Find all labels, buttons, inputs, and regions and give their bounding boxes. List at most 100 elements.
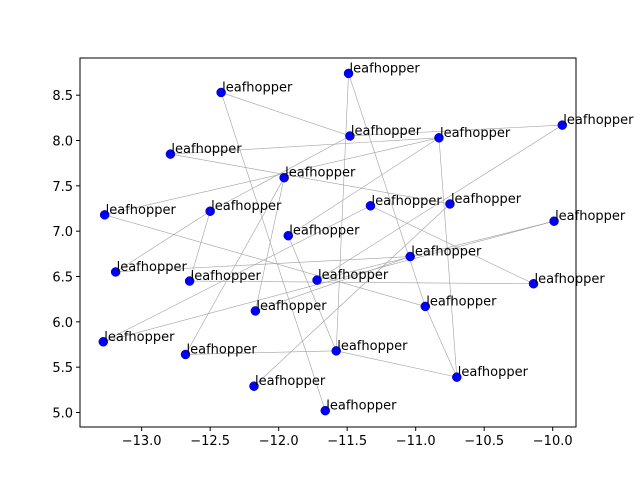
data-point — [557, 120, 568, 130]
data-point — [249, 381, 259, 391]
points-layer — [98, 68, 568, 416]
data-point — [279, 172, 289, 183]
y-tick-label: 7.5 — [52, 180, 73, 195]
point-label: leafhopper — [451, 192, 522, 207]
data-point — [331, 346, 341, 356]
point-label: leafhopper — [426, 294, 497, 309]
edge-line — [185, 350, 337, 355]
point-label: leafhopper — [535, 272, 606, 287]
edge-line — [255, 256, 411, 312]
edge-line — [115, 256, 411, 273]
edge-line — [336, 350, 457, 378]
point-label: leafhopper — [440, 126, 511, 141]
edge-line — [104, 137, 440, 216]
point-label: leafhopper — [458, 365, 529, 380]
point-label: leafhopper — [555, 209, 626, 224]
edge-line — [425, 306, 458, 378]
data-point — [452, 372, 462, 382]
point-label: leafhopper — [563, 113, 634, 128]
edge-line — [438, 137, 458, 378]
data-point — [365, 201, 376, 211]
data-point — [99, 210, 110, 220]
point-label: leafhopper — [256, 299, 327, 314]
data-point — [250, 306, 261, 316]
point-label: leafhopper — [255, 374, 326, 389]
edge-line — [220, 92, 326, 411]
data-point — [343, 68, 354, 79]
edges-layer — [103, 73, 563, 411]
point-label: leafhopper — [326, 399, 397, 414]
point-label: leafhopper — [171, 142, 242, 157]
point-label: leafhopper — [222, 80, 293, 95]
data-point — [434, 133, 444, 143]
edge-line — [103, 220, 555, 343]
data-point — [216, 87, 226, 98]
data-point — [549, 216, 559, 226]
data-point — [320, 405, 331, 416]
edge-line — [221, 92, 351, 137]
x-tick-label: −10.0 — [533, 434, 573, 449]
data-point — [405, 251, 415, 262]
data-point — [184, 276, 195, 286]
edge-line — [115, 210, 211, 273]
edge-line — [185, 177, 285, 355]
edge-line — [348, 73, 426, 307]
x-tick-label: −11.5 — [327, 434, 367, 449]
point-label: leafhopper — [285, 166, 356, 181]
data-point — [283, 230, 294, 241]
edge-line — [189, 211, 211, 282]
point-label: leafhopper — [411, 245, 482, 260]
point-label: leafhopper — [337, 339, 408, 354]
x-tick-label: −12.5 — [190, 434, 230, 449]
data-point — [445, 199, 455, 209]
x-tick-label: −11.0 — [396, 434, 436, 449]
edge-line — [316, 124, 563, 281]
point-label: leafhopper — [117, 260, 188, 275]
point-label: leafhopper — [289, 224, 360, 239]
axes-frame — [79, 57, 577, 428]
edge-line — [349, 124, 563, 137]
y-tick-label: 8.5 — [52, 89, 73, 104]
point-label: leafhopper — [106, 203, 177, 218]
y-tick-label: 6.5 — [52, 270, 73, 285]
data-point — [205, 206, 215, 216]
edge-line — [170, 153, 450, 205]
edge-line — [335, 73, 349, 351]
point-label: leafhopper — [351, 124, 422, 139]
y-tick-label: 8.0 — [52, 135, 73, 150]
y-tick-label: 6.0 — [52, 316, 73, 331]
x-tick-label: −10.5 — [464, 434, 504, 449]
edge-line — [370, 205, 534, 285]
point-label: leafhopper — [104, 330, 175, 345]
x-tick-label: −12.0 — [259, 434, 299, 449]
point-label: leafhopper — [191, 269, 262, 284]
y-tick-label: 7.0 — [52, 225, 73, 240]
x-axis-ticks: −13.0 −12.5 −12.0 −11.5 −11.0 −10.5 −10.0 — [122, 427, 573, 449]
point-label: leafhopper — [318, 268, 389, 283]
point-label: leafhopper — [350, 61, 421, 76]
edge-line — [255, 177, 285, 312]
edge-line — [104, 214, 426, 307]
data-point — [345, 131, 355, 141]
edge-line — [316, 220, 555, 281]
x-tick-label: −13.0 — [122, 434, 162, 449]
data-point — [420, 301, 431, 312]
data-point — [312, 275, 322, 285]
edge-line — [170, 137, 440, 155]
point-label: leafhopper — [371, 194, 442, 209]
y-tick-label: 5.5 — [52, 361, 73, 376]
data-point — [165, 149, 176, 159]
point-label: leafhopper — [211, 199, 282, 214]
edge-line — [103, 205, 371, 343]
y-axis-ticks: 5.0 5.5 6.0 6.5 7.0 7.5 8.0 8.5 — [52, 89, 80, 421]
edge-line — [287, 235, 337, 351]
data-point — [528, 279, 539, 289]
data-point — [98, 337, 109, 347]
data-point — [180, 349, 191, 360]
edge-line — [189, 280, 534, 285]
data-point — [110, 267, 121, 277]
y-tick-label: 5.0 — [52, 406, 73, 421]
edge-line — [288, 137, 440, 236]
